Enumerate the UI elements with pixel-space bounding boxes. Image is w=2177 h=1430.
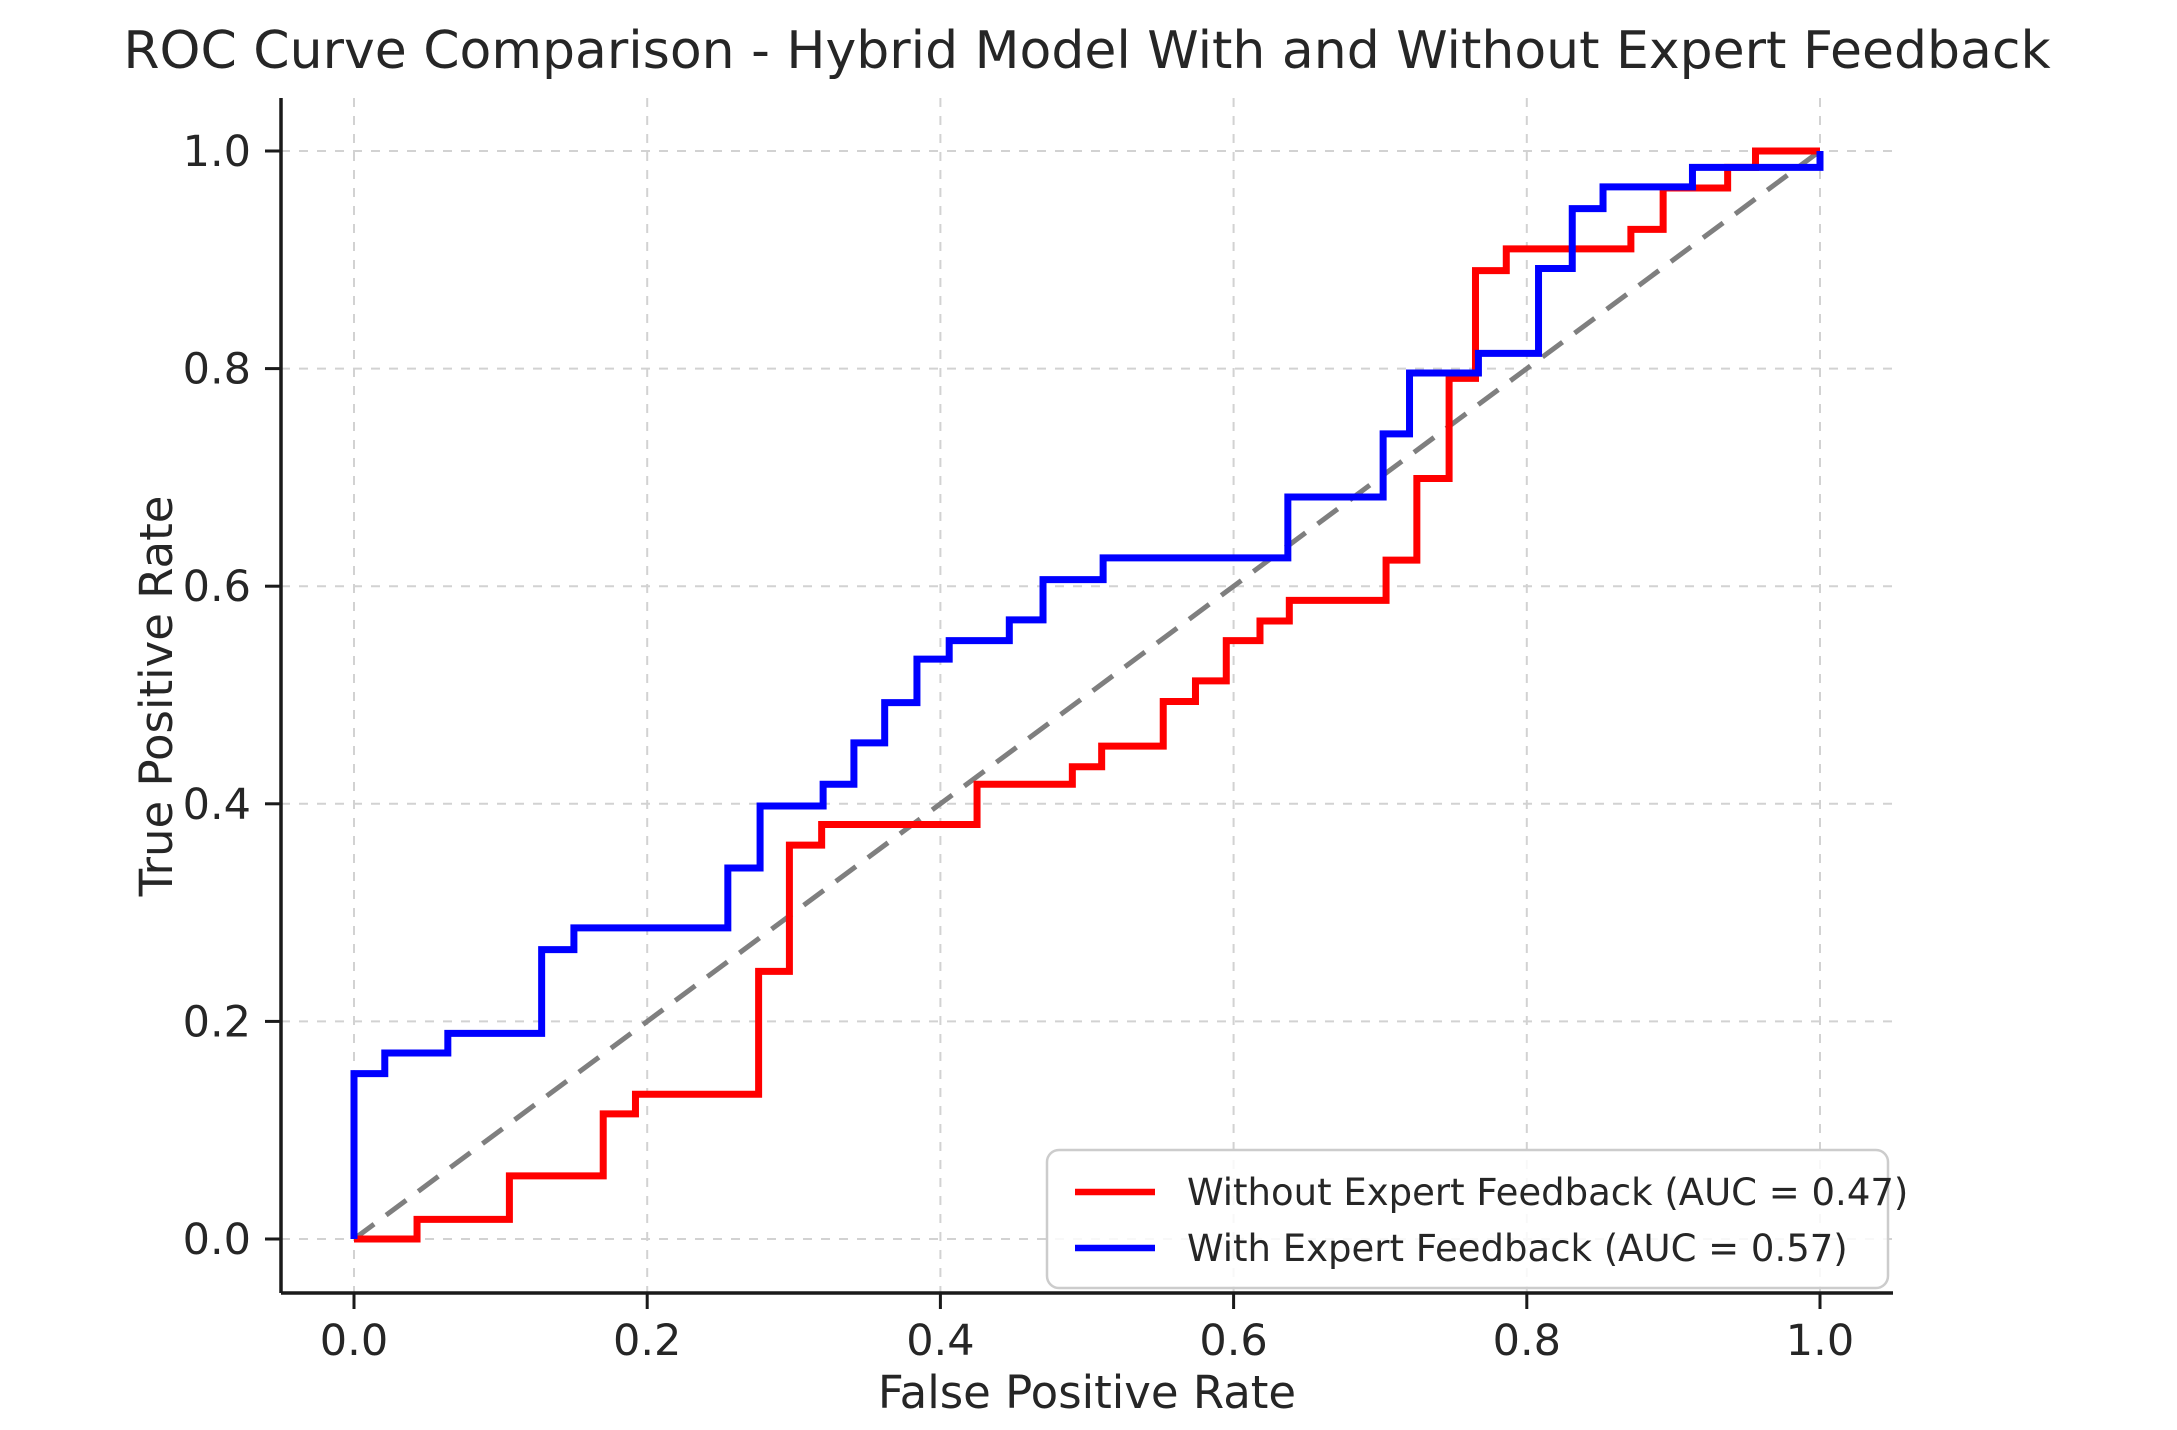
axis-tick-labels: 0.0 0.2 0.4 0.6 0.8 1.0 0.0 0.2 0.4 0.6 0.8 1.0 bbox=[183, 127, 1855, 1366]
y-tick-label: 0.6 bbox=[183, 562, 251, 612]
chart-title: ROC Curve Comparison - Hybrid Model With… bbox=[123, 21, 2050, 81]
y-tick-label: 0.8 bbox=[183, 345, 251, 395]
legend-label: Without Expert Feedback (AUC = 0.47) bbox=[1187, 1171, 1908, 1214]
y-tick-label: 0.2 bbox=[183, 997, 251, 1047]
x-tick-label: 0.0 bbox=[320, 1316, 388, 1366]
axis-ticks bbox=[265, 149, 1822, 1309]
y-tick-label: 0.0 bbox=[183, 1215, 251, 1265]
x-tick-label: 1.0 bbox=[1786, 1316, 1854, 1366]
legend: Without Expert Feedback (AUC = 0.47) With… bbox=[1045, 1148, 1908, 1290]
axes-spines bbox=[279, 98, 1893, 1295]
chance-diagonal-line bbox=[352, 148, 1822, 1242]
y-tick-label: 1.0 bbox=[183, 127, 251, 177]
y-tick-label: 0.4 bbox=[183, 780, 251, 830]
x-tick-label: 0.8 bbox=[1493, 1316, 1561, 1366]
y-axis-label: True Positive Rate bbox=[130, 496, 183, 898]
legend-box bbox=[1045, 1148, 1890, 1290]
x-tick-label: 0.2 bbox=[613, 1316, 681, 1366]
x-tick-label: 0.4 bbox=[906, 1316, 974, 1366]
x-axis-label: False Positive Rate bbox=[878, 1366, 1296, 1419]
roc-curve-without-feedback bbox=[354, 147, 1820, 1243]
x-tick-label: 0.6 bbox=[1199, 1316, 1267, 1366]
roc-curve-with-feedback bbox=[350, 151, 1824, 1239]
legend-label: With Expert Feedback (AUC = 0.57) bbox=[1187, 1227, 1848, 1270]
roc-curves bbox=[350, 147, 1824, 1243]
